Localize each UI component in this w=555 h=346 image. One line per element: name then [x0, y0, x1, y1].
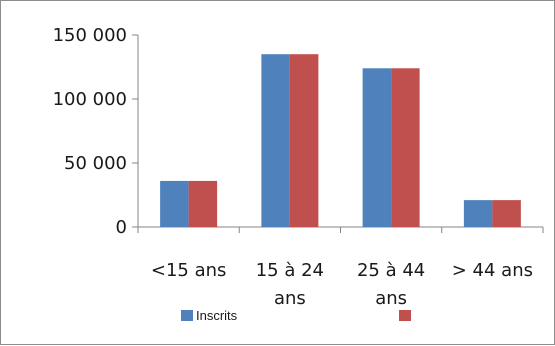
x-category-label: 15 à 24 ans	[256, 260, 324, 309]
y-tick-label: 0	[116, 217, 127, 238]
bar-series-2	[289, 54, 319, 228]
bar-series-1	[362, 68, 392, 227]
x-category-label: <15 ans	[151, 260, 227, 281]
bar-series-2	[492, 200, 521, 227]
bar-series-2	[188, 180, 218, 227]
bar-series-2	[391, 68, 420, 227]
legend-label: Inscrits	[196, 308, 238, 323]
x-category-label-line: ans	[274, 288, 306, 309]
x-category-label: 25 à 44 ans	[357, 260, 425, 309]
legend-swatch	[181, 310, 193, 321]
x-category-label-line: <15 ans	[151, 260, 227, 281]
legend-swatch	[399, 310, 411, 321]
y-tick-label: 100 000	[53, 89, 127, 110]
x-category-label-line: 15 à 24	[256, 260, 324, 281]
chart-legend: Inscrits	[181, 308, 411, 323]
y-axis-ticks: 0 50 000 100 000 150 000	[53, 25, 138, 238]
y-tick-label: 150 000	[53, 25, 127, 46]
chart-bars	[160, 54, 521, 228]
x-category-label-line: 25 à 44	[357, 260, 425, 281]
bar-series-1	[160, 180, 189, 227]
x-category-label: > 44 ans	[452, 260, 533, 281]
bar-series-1	[261, 54, 290, 228]
x-axis-labels: <15 ans 15 à 24 ans 25 à 44 ans > 44 ans	[151, 260, 533, 309]
x-category-label-line: > 44 ans	[452, 260, 533, 281]
bar-series-1	[463, 200, 493, 227]
x-category-label-line: ans	[375, 288, 407, 309]
y-tick-label: 50 000	[64, 153, 127, 174]
